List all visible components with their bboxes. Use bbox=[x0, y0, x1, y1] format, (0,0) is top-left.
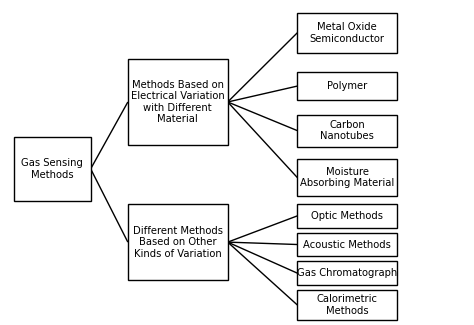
Text: Different Methods
Based on Other
Kinds of Variation: Different Methods Based on Other Kinds o… bbox=[133, 226, 223, 259]
FancyBboxPatch shape bbox=[297, 290, 397, 320]
FancyBboxPatch shape bbox=[297, 115, 397, 147]
FancyBboxPatch shape bbox=[297, 204, 397, 228]
Text: Methods Based on
Electrical Variation
with Different
Material: Methods Based on Electrical Variation wi… bbox=[131, 80, 225, 124]
Text: Polymer: Polymer bbox=[327, 81, 367, 91]
FancyBboxPatch shape bbox=[297, 261, 397, 285]
FancyBboxPatch shape bbox=[297, 13, 397, 53]
Text: Optic Methods: Optic Methods bbox=[311, 211, 383, 221]
FancyBboxPatch shape bbox=[128, 204, 228, 280]
Text: Metal Oxide
Semiconductor: Metal Oxide Semiconductor bbox=[310, 22, 385, 44]
FancyBboxPatch shape bbox=[297, 159, 397, 196]
FancyBboxPatch shape bbox=[14, 137, 91, 201]
Text: Moisture
Absorbing Material: Moisture Absorbing Material bbox=[300, 167, 394, 188]
FancyBboxPatch shape bbox=[297, 233, 397, 256]
Text: Calorimetric
Methods: Calorimetric Methods bbox=[317, 294, 378, 316]
Text: Carbon
Nanotubes: Carbon Nanotubes bbox=[320, 120, 374, 141]
FancyBboxPatch shape bbox=[297, 72, 397, 100]
FancyBboxPatch shape bbox=[128, 59, 228, 145]
Text: Gas Chromatograph: Gas Chromatograph bbox=[297, 268, 397, 278]
Text: Gas Sensing
Methods: Gas Sensing Methods bbox=[21, 158, 83, 180]
Text: Acoustic Methods: Acoustic Methods bbox=[303, 240, 391, 250]
